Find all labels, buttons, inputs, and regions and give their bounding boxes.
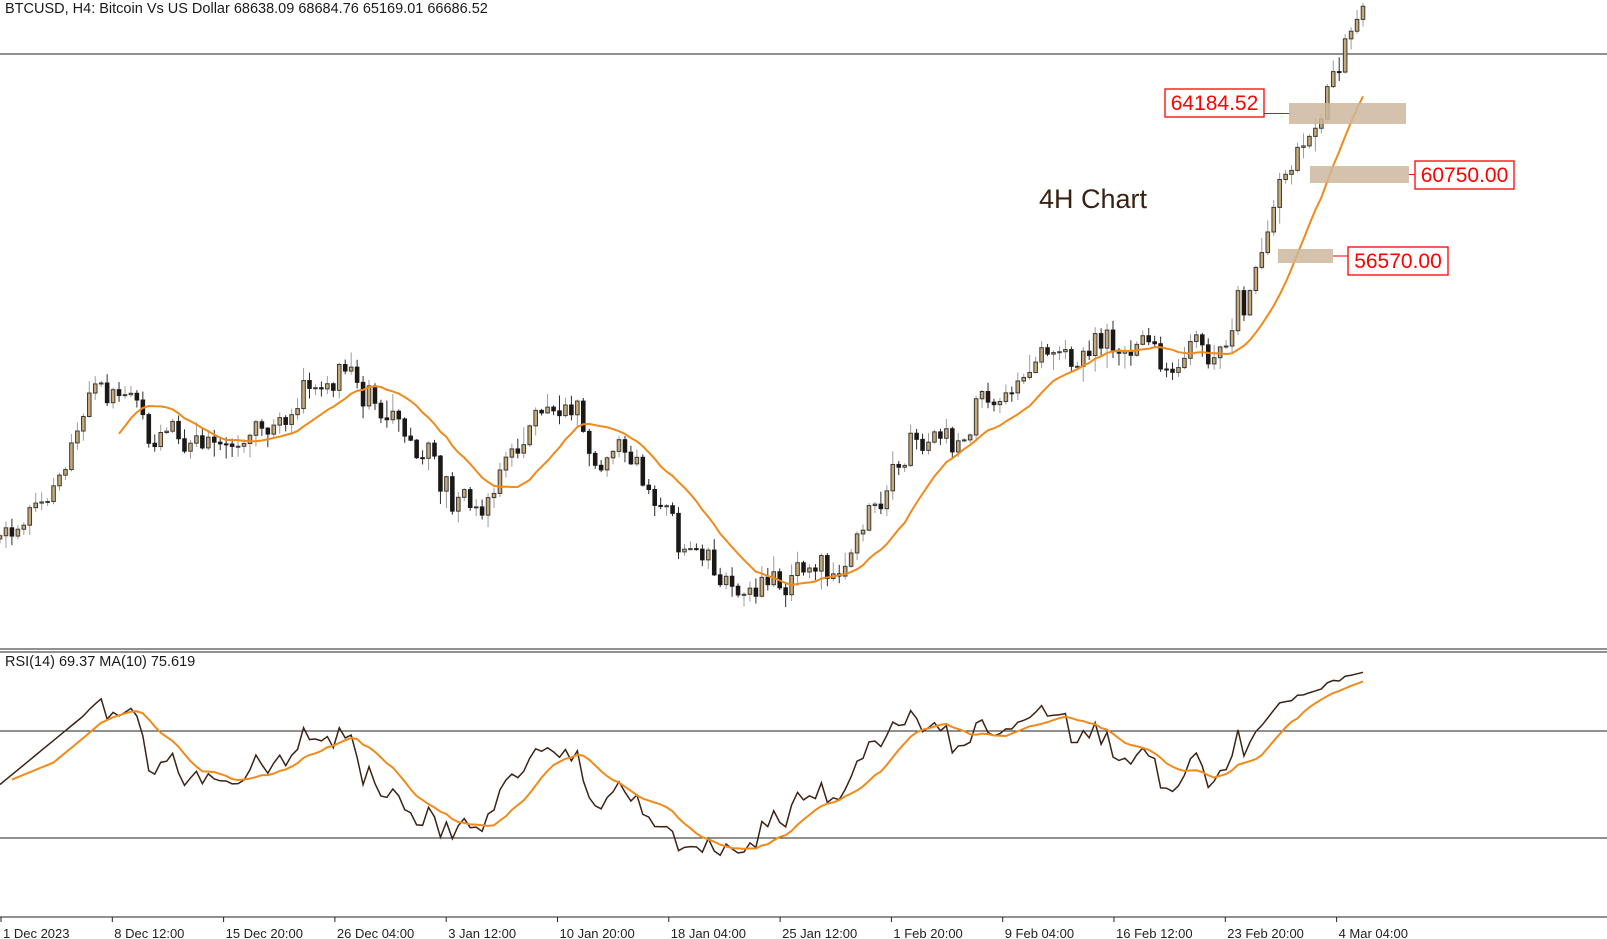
- svg-text:1 Dec 2023: 1 Dec 2023: [3, 926, 70, 939]
- svg-text:23 Feb 20:00: 23 Feb 20:00: [1227, 926, 1304, 939]
- svg-text:15 Dec 20:00: 15 Dec 20:00: [226, 926, 303, 939]
- svg-text:16 Feb 12:00: 16 Feb 12:00: [1116, 926, 1193, 939]
- svg-text:26 Dec 04:00: 26 Dec 04:00: [337, 926, 414, 939]
- svg-text:64184.52: 64184.52: [1171, 92, 1259, 115]
- svg-text:RSI(14) 69.37 MA(10) 75.619: RSI(14) 69.37 MA(10) 75.619: [5, 654, 195, 670]
- svg-text:4 Mar 04:00: 4 Mar 04:00: [1339, 926, 1408, 939]
- svg-text:8 Dec 12:00: 8 Dec 12:00: [114, 926, 184, 939]
- svg-text:1 Feb 20:00: 1 Feb 20:00: [893, 926, 962, 939]
- svg-text:4H Chart: 4H Chart: [1039, 184, 1148, 214]
- svg-text:BTCUSD, H4: Bitcoin Vs US Dol: BTCUSD, H4: Bitcoin Vs US Dollar 68638.0…: [5, 1, 488, 17]
- svg-text:3 Jan 12:00: 3 Jan 12:00: [448, 926, 516, 939]
- svg-text:56570.00: 56570.00: [1354, 250, 1442, 273]
- svg-text:25 Jan 12:00: 25 Jan 12:00: [782, 926, 857, 939]
- svg-text:60750.00: 60750.00: [1421, 164, 1509, 187]
- svg-text:18 Jan 04:00: 18 Jan 04:00: [671, 926, 746, 939]
- svg-text:10 Jan 20:00: 10 Jan 20:00: [560, 926, 635, 939]
- svg-text:9 Feb 04:00: 9 Feb 04:00: [1005, 926, 1074, 939]
